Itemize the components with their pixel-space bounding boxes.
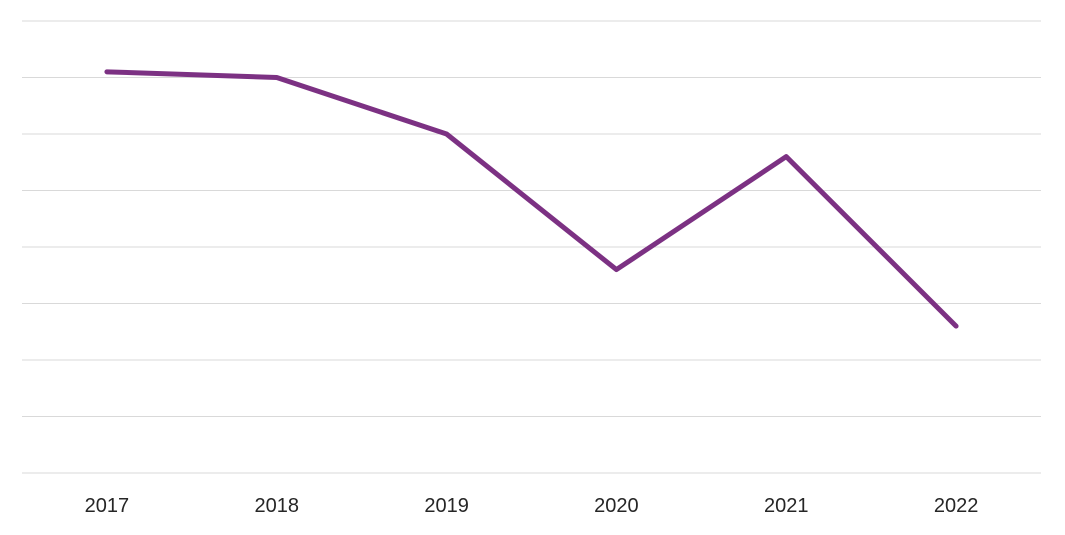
data-line-series [104,69,959,329]
x-axis-label: 2019 [424,495,469,517]
x-axis-label: 2017 [85,495,130,517]
series-group [104,69,959,329]
x-axis-label: 2022 [934,495,979,517]
x-axis-label: 2020 [594,495,639,517]
x-axis-label: 2021 [764,495,809,517]
gridlines-group [22,20,1041,474]
x-axis-label: 2018 [255,495,300,517]
x-axis-labels-group: 2017 2018 2019 2020 2021 2022 [85,495,979,517]
